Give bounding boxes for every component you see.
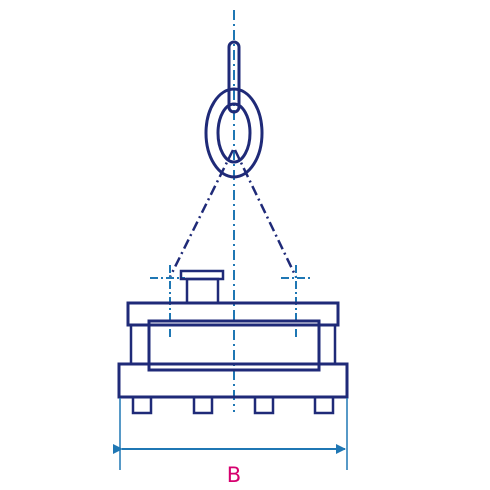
dimension-label-b: B: [227, 463, 241, 487]
master-ring-inner: [216, 102, 252, 164]
chain-link: [227, 40, 241, 114]
master-ring-outer: [204, 87, 264, 179]
pole-foot-1: [131, 395, 153, 415]
pole-foot-4: [313, 395, 335, 415]
side-post-left: [129, 323, 151, 366]
base-plate: [117, 362, 349, 399]
side-post-right: [317, 323, 337, 366]
pole-foot-2: [192, 395, 214, 415]
sling-leg-right: [233, 149, 298, 278]
sling-leg-left: [168, 149, 235, 278]
connection-box: [185, 277, 220, 305]
pole-foot-3: [253, 395, 275, 415]
top-plate: [126, 301, 340, 327]
